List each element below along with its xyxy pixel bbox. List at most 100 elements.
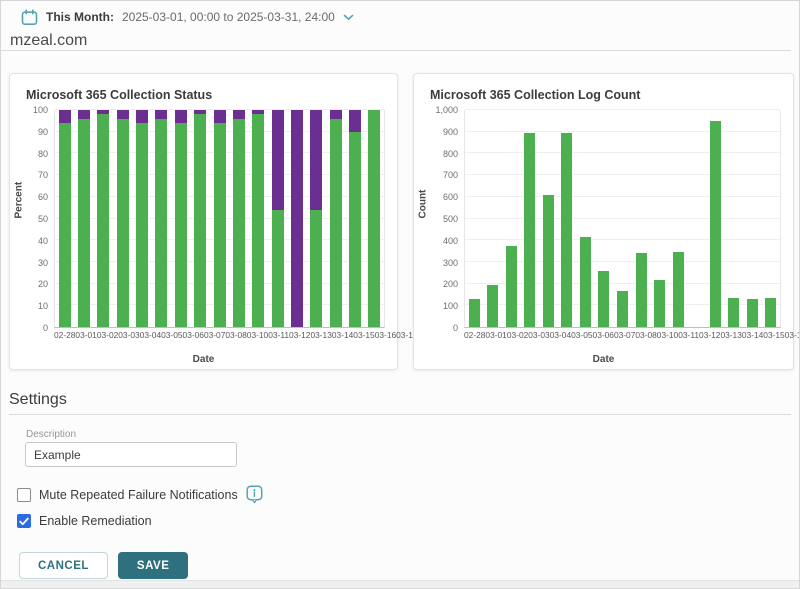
bar-segment-failure-percent xyxy=(97,110,110,115)
bar xyxy=(505,110,517,327)
gridline xyxy=(55,109,384,110)
bar-slot xyxy=(210,110,229,327)
bar xyxy=(136,110,149,327)
x-tick-label: 03-13 xyxy=(720,330,742,340)
bar-slot xyxy=(465,110,484,327)
bar xyxy=(709,110,721,327)
bar-slot xyxy=(484,110,503,327)
bar-segment-failure-percent xyxy=(252,110,265,115)
y-tick-label: 300 xyxy=(442,257,458,268)
bar xyxy=(232,110,245,327)
x-tick-label: 03-05 xyxy=(161,330,183,340)
bar xyxy=(765,110,777,327)
bar-slot xyxy=(502,110,521,327)
mute-notifications-checkbox[interactable] xyxy=(17,487,31,502)
x-tick-label: 03-07 xyxy=(613,330,636,340)
description-label: Description xyxy=(26,429,77,440)
bar-segment-failure-percent xyxy=(155,110,168,119)
bar-segment-failure-percent xyxy=(290,110,303,327)
bar-segment-success-percent xyxy=(271,209,284,327)
bar-segment-failure-percent xyxy=(310,110,323,210)
gridline xyxy=(465,109,780,110)
description-input[interactable] xyxy=(25,442,237,467)
y-tick-label: 80 xyxy=(37,148,48,159)
chart-area: Percent 100 90 80 70 60 50 40 30 20 10 0 02-28 03-0… xyxy=(10,105,418,369)
bar-slot xyxy=(687,110,706,327)
bar xyxy=(561,110,573,327)
bar-slot xyxy=(539,110,558,327)
bar-segment-success-percent xyxy=(78,118,91,327)
y-tick-label: 700 xyxy=(442,170,458,181)
bar xyxy=(468,110,480,327)
gridline xyxy=(465,217,780,219)
bar xyxy=(728,110,740,327)
bar-segment-failure-percent xyxy=(174,110,187,124)
bar-slot xyxy=(669,110,688,327)
bar-segment-success-percent xyxy=(58,123,71,327)
bar-slot xyxy=(632,110,651,327)
bar xyxy=(252,110,265,327)
bar xyxy=(746,110,758,327)
bars-container xyxy=(465,110,780,327)
enable-remediation-checkbox[interactable] xyxy=(17,514,31,528)
bar xyxy=(579,110,591,327)
gridline xyxy=(465,239,780,241)
bar-segment-failure-percent xyxy=(136,110,149,124)
x-tick-label: 03-08 xyxy=(225,330,247,340)
page-title: mzeal.com xyxy=(10,32,88,49)
bar-slot xyxy=(706,110,725,327)
bar-segment-failure-percent xyxy=(78,110,91,119)
x-tick-label: 03-02 xyxy=(506,330,529,340)
bar-slot xyxy=(521,110,540,327)
bar-segment-success-percent xyxy=(232,118,245,327)
x-tick-label: 03-14 xyxy=(331,330,354,340)
cancel-button[interactable]: CANCEL xyxy=(19,552,108,579)
bar-segment-success-percent xyxy=(252,114,265,327)
x-tick-label: 03-04 xyxy=(549,330,572,340)
bar-slot xyxy=(94,110,113,327)
y-axis-ticks: 1,000 900 800 700 600 500 400 300 200 100 0 xyxy=(428,105,462,333)
bar-slot xyxy=(152,110,171,327)
x-tick-label: 03-15 xyxy=(353,330,375,340)
bar-slot xyxy=(650,110,669,327)
x-tick-label: 03-06 xyxy=(182,330,204,340)
bar-segment-success-percent xyxy=(349,131,362,327)
bar xyxy=(78,110,91,327)
bar-slot xyxy=(365,110,384,327)
x-axis-ticks: 02-28 03-01 03-02 03-03 03-04 03-05 03-06 03-07… xyxy=(54,330,418,340)
title-row: mzeal.com xyxy=(1,32,791,51)
x-tick-label: 03-12 xyxy=(289,330,311,340)
mute-notifications-label: Mute Repeated Failure Notifications xyxy=(39,487,238,502)
date-range-selector[interactable]: This Month: 2025-03-01, 00:00 to 2025-03… xyxy=(21,8,354,26)
y-tick-label: 20 xyxy=(37,279,48,290)
bar-slot xyxy=(743,110,762,327)
gridline xyxy=(465,260,780,262)
x-tick-label: 03-08 xyxy=(635,330,657,340)
bar-slot xyxy=(74,110,93,327)
gridline xyxy=(465,195,780,197)
bar-slot xyxy=(613,110,632,327)
bar-segment-log-count xyxy=(672,252,684,327)
bar xyxy=(116,110,129,327)
gridline xyxy=(465,130,780,132)
bar xyxy=(290,110,303,327)
bar-segment-success-percent xyxy=(329,118,342,327)
info-icon[interactable] xyxy=(246,485,263,504)
save-button[interactable]: SAVE xyxy=(117,552,189,579)
mute-notifications-row: Mute Repeated Failure Notifications xyxy=(17,485,263,504)
bar-slot xyxy=(171,110,190,327)
plot-area xyxy=(54,109,385,328)
y-tick-label: 800 xyxy=(442,148,458,159)
bar xyxy=(349,110,362,327)
bar-segment-success-percent xyxy=(310,209,323,327)
bar-segment-log-count xyxy=(728,298,740,327)
chevron-down-icon[interactable] xyxy=(343,14,354,21)
bar-segment-success-percent xyxy=(97,114,110,327)
bar xyxy=(542,110,554,327)
y-tick-label: 90 xyxy=(37,126,48,137)
bar-segment-success-percent xyxy=(194,114,207,327)
gridline xyxy=(465,282,780,284)
chart-card-log-count: Microsoft 365 Collection Log Count Count… xyxy=(413,73,799,370)
bar xyxy=(617,110,629,327)
bar-segment-success-percent xyxy=(116,118,129,327)
